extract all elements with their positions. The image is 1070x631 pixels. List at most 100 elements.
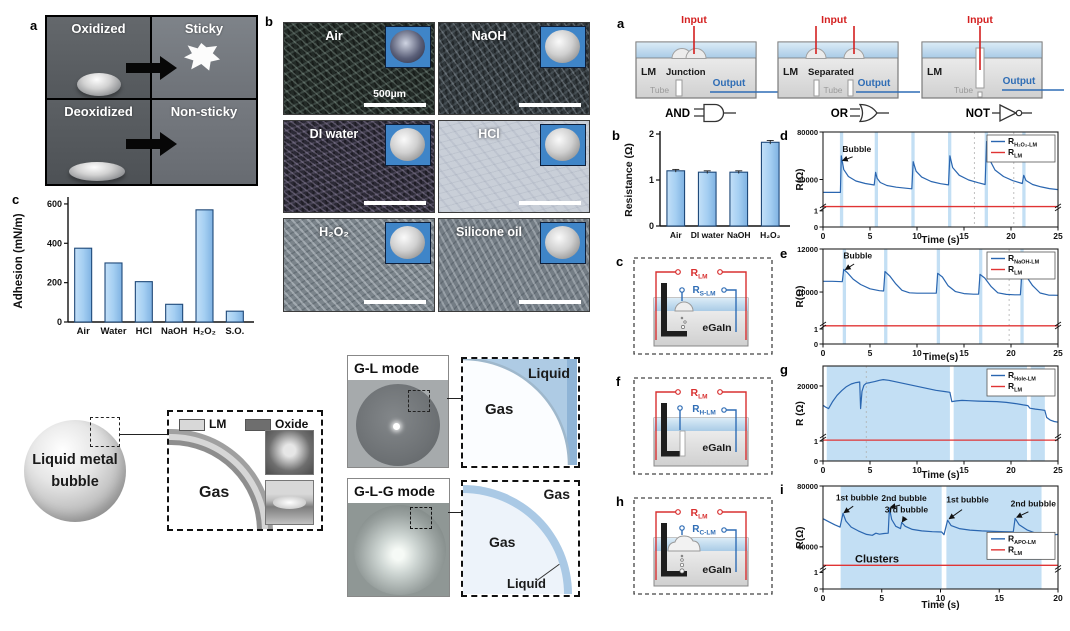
rlm-label: RLM [691,387,708,401]
svg-text:1: 1 [814,437,818,446]
svg-text:Bubble: Bubble [842,144,871,154]
micro-label: HCl [478,127,500,141]
svg-text:400: 400 [47,238,62,248]
glg-diagram-art [463,482,577,594]
svg-text:20: 20 [1006,465,1016,475]
injection-tube [661,523,667,576]
egain-label: eGaIn [702,564,731,576]
svg-text:Clusters: Clusters [855,554,899,566]
droplet-oxidized [77,73,121,96]
panel-letter-c-right: c [616,254,624,269]
bubble-photo-sphere [354,505,446,595]
micro-label: DI water [309,127,359,141]
svg-text:10: 10 [912,465,922,475]
rslm-label: RS-LM [692,285,715,298]
photo-sticky: Sticky [152,17,256,98]
micro-label: NaOH [471,29,507,43]
scale-bar [364,201,426,205]
photo-panel: Oxidized Sticky Deoxidized Non-sticky [45,15,258,186]
input-label: Input [681,14,707,26]
droplet-inset-icon [540,26,586,68]
or-gate-icon [850,103,889,123]
svg-text:1: 1 [649,175,654,185]
liquid-label: Liquid [507,576,546,591]
injection-tube [661,403,667,456]
gl-photo-body [348,380,448,467]
svg-text:Water: Water [100,326,126,337]
droplet-inset-icon [385,26,431,68]
svg-text:10: 10 [912,231,922,241]
or-device-diagram: Input LM Separated Tube Output OR [777,14,920,123]
photo-label: Deoxidized [64,104,133,119]
panel-letter-b-right: b [612,128,620,143]
input-label: Input [967,14,993,26]
svg-text:Adhesion (mN/m): Adhesion (mN/m) [13,213,25,308]
lm-label: LM [641,66,656,78]
photo-label: Oxidized [71,21,126,36]
svg-text:5: 5 [868,465,873,475]
svg-text:15: 15 [995,593,1005,603]
glg-photo-body [348,503,449,596]
svg-text:RH₂O₂-LM: RH₂O₂-LM [1008,136,1037,149]
micro-tile-siliconeoil: Silicone oil [438,218,590,312]
svg-text:15: 15 [959,465,969,475]
gl-diagram-art [463,359,577,465]
svg-text:40000: 40000 [797,175,818,184]
scale-bar [364,103,426,107]
scale-bar [519,300,581,304]
adhesion-bar-chart: 0 200 400 600 Air Water HCl NaOH H₂O₂ S.O. Adhesio… [8,192,260,359]
svg-text:HCl: HCl [136,326,152,337]
svg-text:20: 20 [1053,593,1063,603]
svg-text:25: 25 [1053,465,1063,475]
svg-text:Air: Air [77,326,91,337]
svg-text:NaOH: NaOH [727,230,751,240]
panel-letter-f: f [616,374,621,389]
output-label: Output [713,78,746,89]
oxide-photo-top [265,430,314,475]
svg-text:0: 0 [814,340,818,349]
gas-label: Gas [485,401,514,418]
svg-text:RLM: RLM [1008,381,1023,394]
connector-line [447,398,463,399]
gl-mode-diagram: Liquid Gas [461,357,580,468]
egain-label: eGaIn [702,442,731,454]
svg-text:Time (s): Time (s) [921,470,959,480]
tube-label: Tube [650,85,669,95]
surface-bubble-circuit: RLM RS-LM eGaIn [633,257,773,355]
and-gate-label: AND [665,108,690,120]
svg-text:DI water: DI water [691,230,725,240]
scale-bar [519,103,581,107]
tube-label: Tube [954,85,973,95]
connector-line [120,434,167,435]
droplet-inset-icon [540,222,586,264]
svg-text:Time(s): Time(s) [923,352,958,362]
bubble-photo-circle [356,384,440,466]
svg-text:R(Ω): R(Ω) [795,286,806,308]
or-gate-label: OR [831,108,849,120]
shell-rings [169,429,273,529]
droplet-inset-icon [385,124,431,166]
svg-text:2nd bubble: 2nd bubble [1011,499,1057,509]
svg-text:H₂O₂: H₂O₂ [760,230,781,240]
svg-text:S.O.: S.O. [225,326,244,337]
svg-text:RAPO-LM: RAPO-LM [1008,533,1036,546]
svg-text:H₂O₂: H₂O₂ [193,326,216,337]
liquid-label: Liquid [528,365,570,381]
photo-label: Non-sticky [170,104,238,119]
naoh-resistance-plot: 0 1 10000 12000 0 5 10 15 20 25 R(Ω) Time(s) RNaOH-L… [795,245,1066,367]
hole-resistance-plot: 0 1 20000 0 5 10 15 20 25 R (Ω) Time (s) RHole-LM RL… [795,345,1066,485]
micro-label: Silicone oil [456,225,522,239]
rlm-label: RLM [691,267,708,281]
svg-text:RHole-LM: RHole-LM [1008,370,1036,383]
surface-bubble [674,301,694,312]
panel-letter-h: h [616,494,624,509]
bubble-cluster [667,535,701,552]
zoom-region-marker [408,390,430,412]
not-gate-label: NOT [966,108,990,120]
glg-mode-title: G-L-G mode [348,479,449,503]
svg-text:Resistance (Ω): Resistance (Ω) [623,143,635,217]
sphere-label-line2: bubble [51,474,99,490]
svg-text:20000: 20000 [797,382,818,391]
svg-text:RNaOH-LM: RNaOH-LM [1008,253,1040,266]
lm-swatch [179,419,205,431]
